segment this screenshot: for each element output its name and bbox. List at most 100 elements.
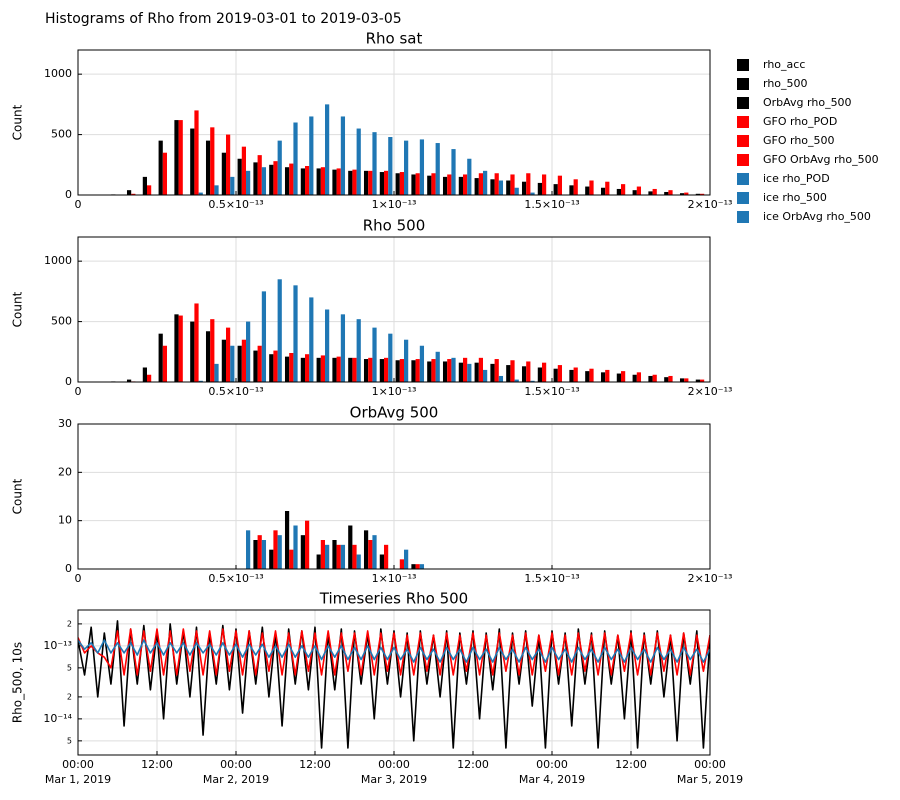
bar <box>494 359 499 382</box>
x-tick-label: 2×10⁻¹³ <box>688 385 733 398</box>
bar <box>158 333 163 382</box>
y-axis-label: Count <box>11 291 25 327</box>
bar <box>553 184 558 195</box>
bar <box>241 146 247 195</box>
bar <box>573 179 578 195</box>
bar <box>462 357 468 382</box>
bar <box>372 327 377 382</box>
bar <box>320 167 326 195</box>
bar <box>356 128 361 195</box>
x-tick-label: 2×10⁻¹³ <box>688 572 733 585</box>
bar <box>498 180 504 195</box>
bar <box>210 319 215 382</box>
legend-swatch <box>737 59 749 71</box>
bar <box>399 172 405 195</box>
legend-label: rho_500 <box>763 77 808 90</box>
bar <box>325 104 330 195</box>
bar <box>652 374 657 382</box>
bar <box>304 166 310 195</box>
bar <box>214 185 219 195</box>
x-tick-date: Mar 4, 2019 <box>519 773 585 786</box>
bar <box>269 354 274 382</box>
legend-swatch <box>737 211 749 223</box>
bar <box>246 321 251 382</box>
bar <box>289 549 294 569</box>
bar <box>304 520 310 569</box>
bar <box>442 361 448 382</box>
x-tick-label: 1.5×10⁻¹³ <box>524 572 579 585</box>
y-tick-label: 10⁻¹³ <box>43 639 72 652</box>
bar <box>320 355 326 382</box>
bar <box>146 374 152 382</box>
x-tick-date: Mar 2, 2019 <box>203 773 269 786</box>
bar <box>620 184 626 195</box>
bar <box>246 530 251 569</box>
bar <box>573 367 578 382</box>
axes-frame <box>77 609 711 756</box>
x-tick-label: 12:00 <box>141 758 173 771</box>
bar <box>325 544 330 569</box>
bar <box>131 193 136 195</box>
bar <box>388 333 393 382</box>
y-axis-label: Count <box>11 104 25 140</box>
x-tick-label: 00:00 <box>62 758 94 771</box>
bar <box>284 167 290 195</box>
bar <box>419 139 425 195</box>
legend-swatch <box>737 135 749 147</box>
bar <box>230 345 235 382</box>
bar <box>514 187 519 195</box>
bar <box>289 353 294 382</box>
legend-label: ice rho_POD <box>763 172 830 185</box>
bar <box>126 379 132 382</box>
bar <box>253 350 258 382</box>
bar <box>356 319 361 382</box>
bar <box>395 360 400 382</box>
bar <box>368 357 373 382</box>
bar <box>411 360 416 382</box>
bar <box>300 168 305 195</box>
bar <box>585 186 590 195</box>
bar <box>198 192 203 195</box>
bar <box>415 173 420 195</box>
bar <box>332 357 337 382</box>
x-tick-label: 1×10⁻¹³ <box>372 572 417 585</box>
bar <box>458 176 463 195</box>
bar <box>498 375 504 382</box>
bar <box>126 190 132 195</box>
bar <box>352 169 357 195</box>
x-tick-label: 0.5×10⁻¹³ <box>208 198 263 211</box>
bar <box>467 158 472 195</box>
bar <box>379 172 384 195</box>
legend-swatch <box>737 78 749 90</box>
bar <box>431 359 436 382</box>
bar <box>451 149 456 195</box>
bar <box>340 314 346 382</box>
bar <box>404 140 409 195</box>
axes-frame <box>77 236 711 383</box>
bar <box>632 190 637 195</box>
bar <box>664 191 669 195</box>
bar <box>526 361 531 382</box>
bar <box>269 549 274 569</box>
bar <box>162 345 168 382</box>
x-tick-label: 1×10⁻¹³ <box>372 198 417 211</box>
x-tick-label: 00:00 <box>378 758 410 771</box>
bar <box>605 181 610 195</box>
legend-swatch <box>737 97 749 109</box>
bar <box>427 361 432 382</box>
bar <box>510 360 515 382</box>
bar <box>348 357 353 382</box>
bar <box>257 345 262 382</box>
bar <box>273 161 278 195</box>
bar <box>451 357 456 382</box>
x-tick-label: 0.5×10⁻¹³ <box>208 385 263 398</box>
bar <box>383 170 389 195</box>
bar <box>404 339 409 382</box>
bar <box>589 368 594 382</box>
bar <box>273 530 278 569</box>
bar <box>316 168 321 195</box>
bar <box>483 369 488 382</box>
bar <box>277 279 282 382</box>
bar <box>435 143 440 195</box>
bar <box>537 367 542 382</box>
